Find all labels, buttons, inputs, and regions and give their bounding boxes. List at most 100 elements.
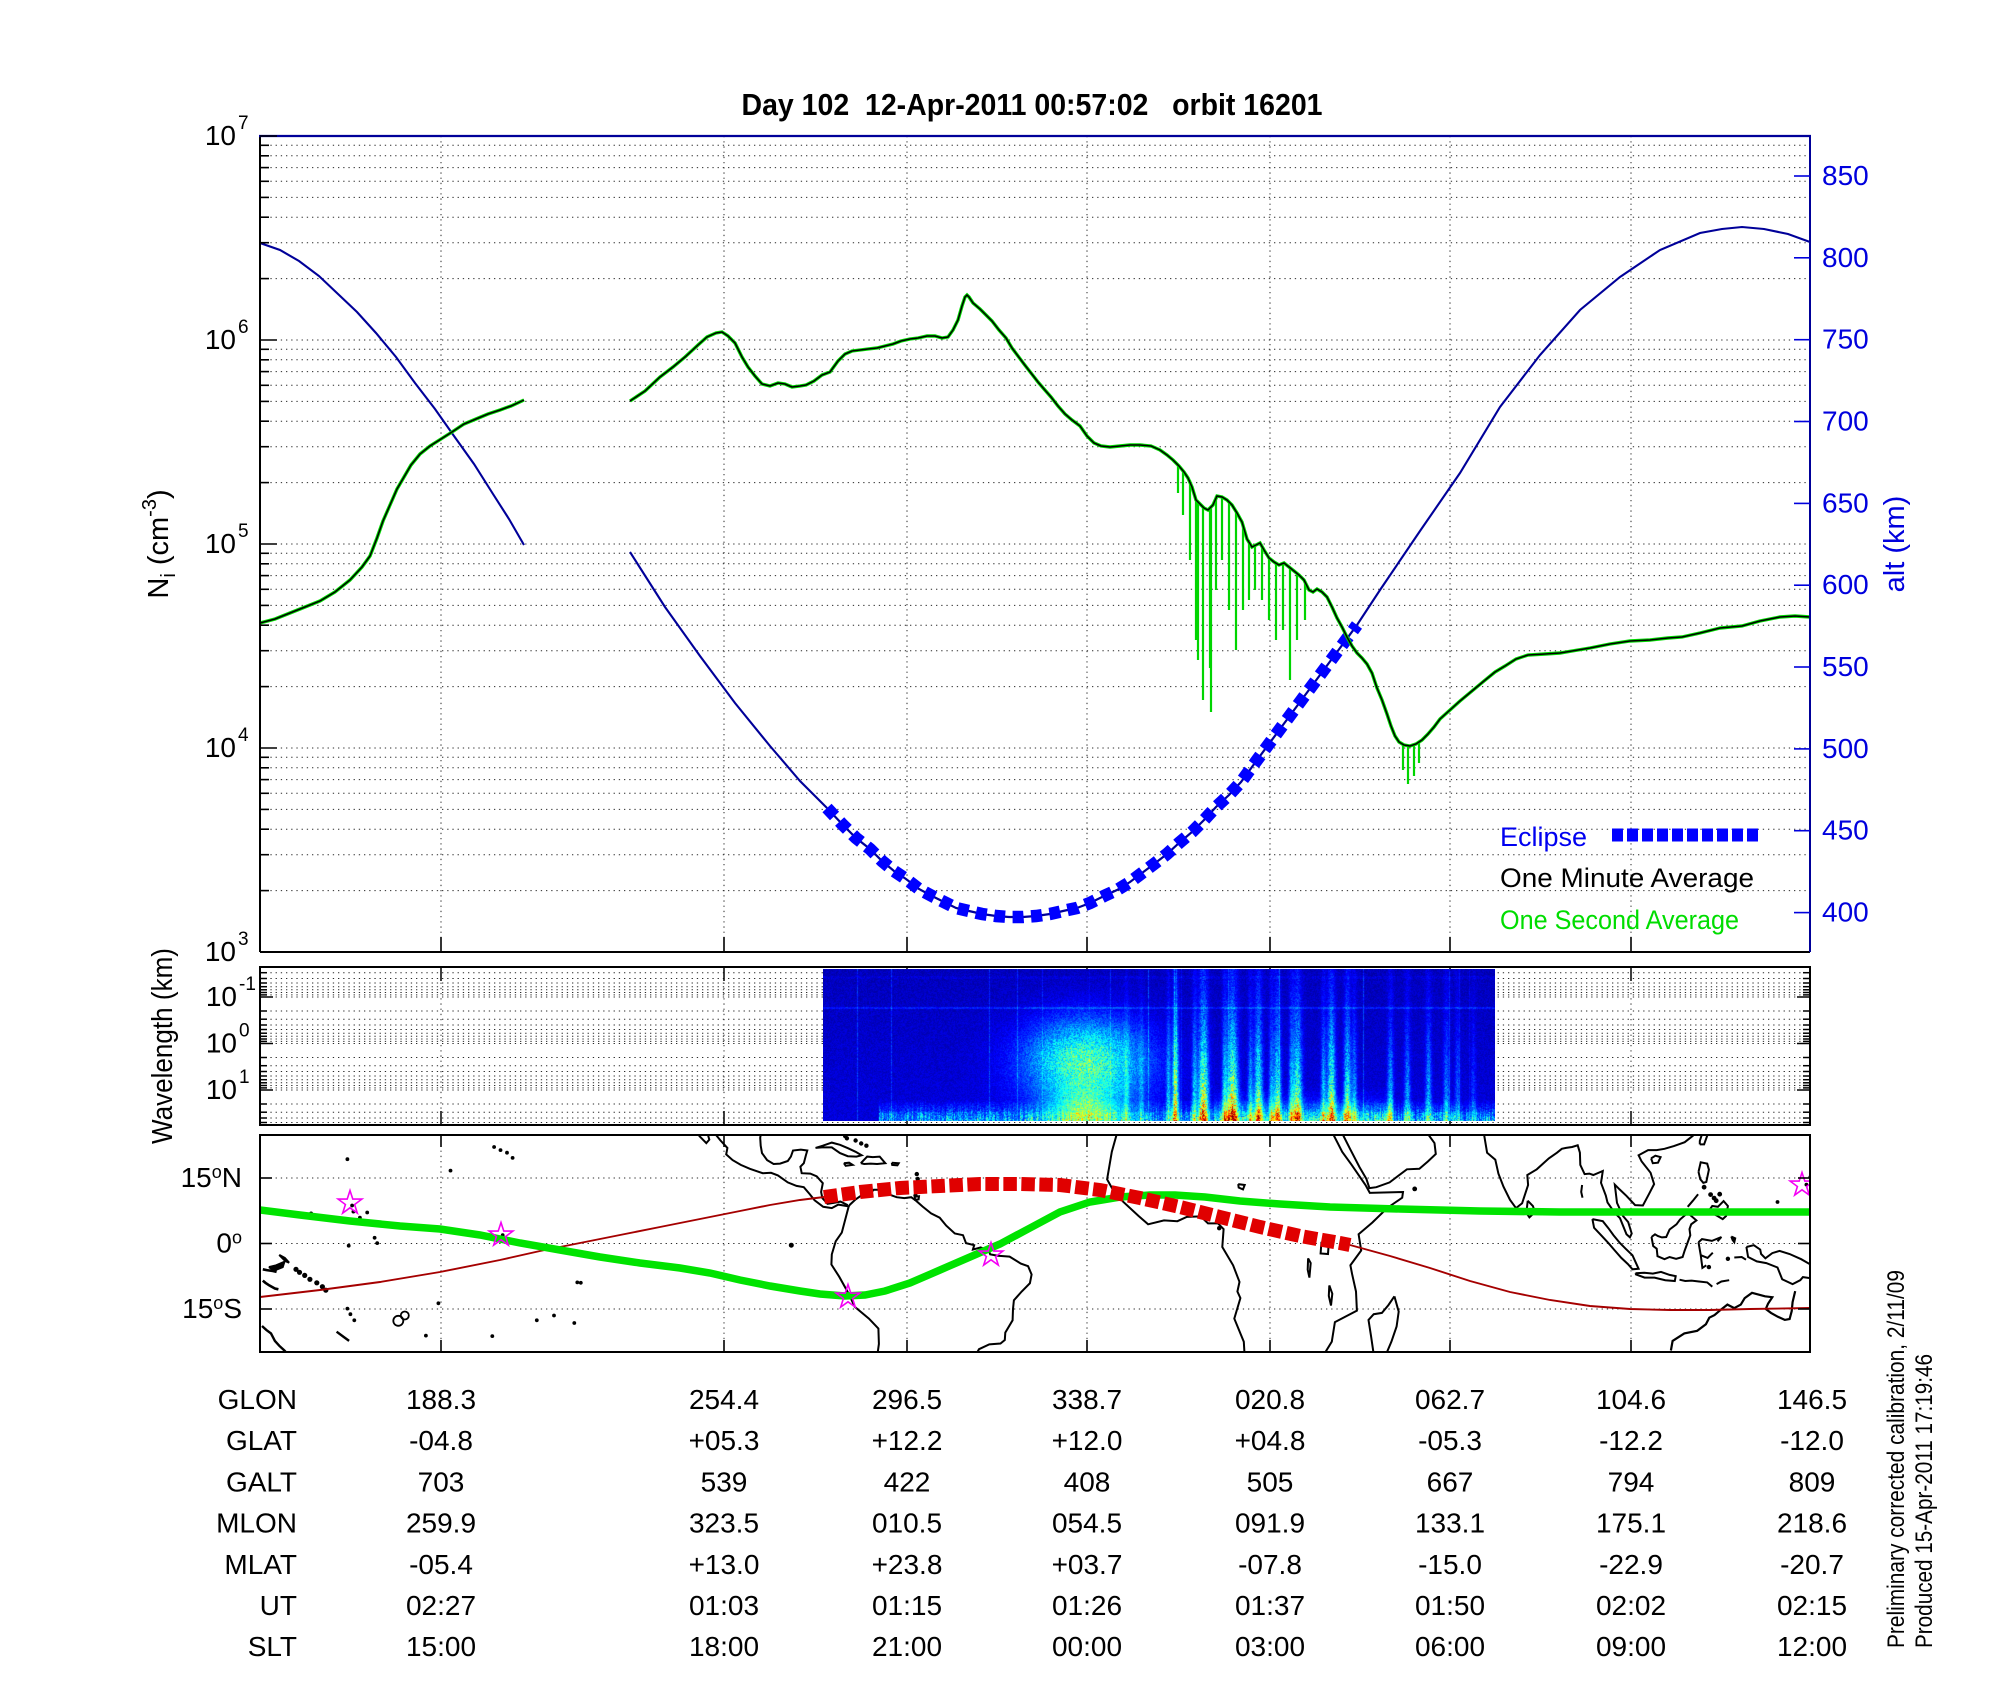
svg-text:GALT: GALT [226,1466,297,1497]
svg-text:-12.2: -12.2 [1599,1425,1663,1456]
svg-text:-12.0: -12.0 [1780,1425,1844,1456]
svg-text:054.5: 054.5 [1052,1508,1122,1539]
svg-text:809: 809 [1789,1466,1836,1497]
svg-text:UT: UT [260,1590,297,1621]
svg-text:-1: -1 [239,974,256,995]
svg-text:00:00: 00:00 [1052,1631,1122,1662]
svg-text:Day 102 12-Apr-2011 00:57:02: Day 102 12-Apr-2011 00:57:02 orbit 16201 [742,87,1323,122]
svg-text:02:15: 02:15 [1777,1590,1847,1621]
svg-text:-05.4: -05.4 [409,1549,473,1580]
svg-text:091.9: 091.9 [1235,1508,1305,1539]
svg-text:218.6: 218.6 [1777,1508,1847,1539]
svg-text:3: 3 [238,929,249,950]
svg-text:Ni (cm-3): Ni (cm-3) [139,489,180,598]
svg-text:-15.0: -15.0 [1418,1549,1482,1580]
svg-text:505: 505 [1247,1466,1294,1497]
svg-text:296.5: 296.5 [872,1384,942,1415]
svg-text:One Minute Average: One Minute Average [1500,863,1754,893]
svg-text:6: 6 [238,317,249,338]
svg-text:01:26: 01:26 [1052,1590,1122,1621]
svg-text:10: 10 [205,120,236,151]
svg-text:10: 10 [206,981,237,1012]
svg-text:15oS: 15oS [182,1293,242,1324]
svg-text:-04.8: -04.8 [409,1425,473,1456]
svg-text:550: 550 [1822,651,1869,682]
svg-text:alt (km): alt (km) [1879,496,1911,593]
svg-text:01:50: 01:50 [1415,1590,1485,1621]
svg-text:600: 600 [1822,569,1869,600]
svg-text:15oN: 15oN [181,1162,242,1193]
svg-text:10: 10 [205,732,236,763]
svg-text:850: 850 [1822,160,1869,191]
svg-text:5: 5 [238,521,249,542]
svg-text:01:15: 01:15 [872,1590,942,1621]
svg-text:323.5: 323.5 [689,1508,759,1539]
svg-text:+12.2: +12.2 [872,1425,943,1456]
svg-text:Eclipse: Eclipse [1500,822,1587,852]
svg-text:703: 703 [418,1466,465,1497]
svg-text:1: 1 [239,1067,250,1088]
svg-text:02:02: 02:02 [1596,1590,1666,1621]
svg-text:GLAT: GLAT [226,1425,297,1456]
svg-text:0o: 0o [216,1228,242,1259]
svg-text:254.4: 254.4 [689,1384,759,1415]
svg-text:104.6: 104.6 [1596,1384,1666,1415]
svg-text:-05.3: -05.3 [1418,1425,1482,1456]
svg-text:400: 400 [1822,897,1869,928]
svg-text:15:00: 15:00 [406,1631,476,1662]
svg-text:12:00: 12:00 [1777,1631,1847,1662]
svg-text:02:27: 02:27 [406,1590,476,1621]
svg-text:+03.7: +03.7 [1052,1549,1123,1580]
svg-text:500: 500 [1822,733,1869,764]
svg-text:010.5: 010.5 [872,1508,942,1539]
svg-text:MLON: MLON [216,1508,297,1539]
svg-text:09:00: 09:00 [1596,1631,1666,1662]
svg-text:One Second Average: One Second Average [1500,905,1739,935]
svg-text:+04.8: +04.8 [1235,1425,1306,1456]
svg-text:794: 794 [1608,1466,1655,1497]
svg-text:SLT: SLT [248,1631,297,1662]
svg-text:01:03: 01:03 [689,1590,759,1621]
svg-text:Produced 15-Apr-2011 17:19:46: Produced 15-Apr-2011 17:19:46 [1911,1354,1938,1648]
svg-text:Preliminary corrected calibrat: Preliminary corrected calibration, 2/11/… [1883,1270,1910,1648]
svg-text:03:00: 03:00 [1235,1631,1305,1662]
svg-text:700: 700 [1822,406,1869,437]
svg-text:0: 0 [239,1021,250,1042]
svg-text:+23.8: +23.8 [872,1549,943,1580]
svg-text:+12.0: +12.0 [1052,1425,1123,1456]
svg-text:10: 10 [205,936,236,967]
svg-text:MLAT: MLAT [224,1549,297,1580]
svg-text:259.9: 259.9 [406,1508,476,1539]
svg-text:133.1: 133.1 [1415,1508,1485,1539]
svg-text:-07.8: -07.8 [1238,1549,1302,1580]
svg-text:-22.9: -22.9 [1599,1549,1663,1580]
svg-text:175.1: 175.1 [1596,1508,1666,1539]
svg-text:450: 450 [1822,815,1869,846]
svg-text:7: 7 [238,113,249,134]
svg-text:10: 10 [206,1028,237,1059]
svg-text:650: 650 [1822,487,1869,518]
svg-text:750: 750 [1822,324,1869,355]
svg-text:338.7: 338.7 [1052,1384,1122,1415]
svg-text:10: 10 [205,528,236,559]
svg-text:06:00: 06:00 [1415,1631,1485,1662]
svg-text:422: 422 [884,1466,931,1497]
svg-text:020.8: 020.8 [1235,1384,1305,1415]
svg-text:Wavelength (km): Wavelength (km) [147,948,179,1144]
svg-text:GLON: GLON [218,1384,297,1415]
svg-text:+13.0: +13.0 [689,1549,760,1580]
svg-text:146.5: 146.5 [1777,1384,1847,1415]
svg-text:667: 667 [1427,1466,1474,1497]
svg-text:408: 408 [1064,1466,1111,1497]
svg-text:4: 4 [238,725,249,746]
svg-text:21:00: 21:00 [872,1631,942,1662]
svg-text:10: 10 [206,1074,237,1105]
svg-text:10: 10 [205,324,236,355]
svg-text:+05.3: +05.3 [689,1425,760,1456]
svg-text:188.3: 188.3 [406,1384,476,1415]
svg-text:-20.7: -20.7 [1780,1549,1844,1580]
svg-text:01:37: 01:37 [1235,1590,1305,1621]
svg-text:062.7: 062.7 [1415,1384,1485,1415]
svg-text:18:00: 18:00 [689,1631,759,1662]
svg-text:800: 800 [1822,242,1869,273]
